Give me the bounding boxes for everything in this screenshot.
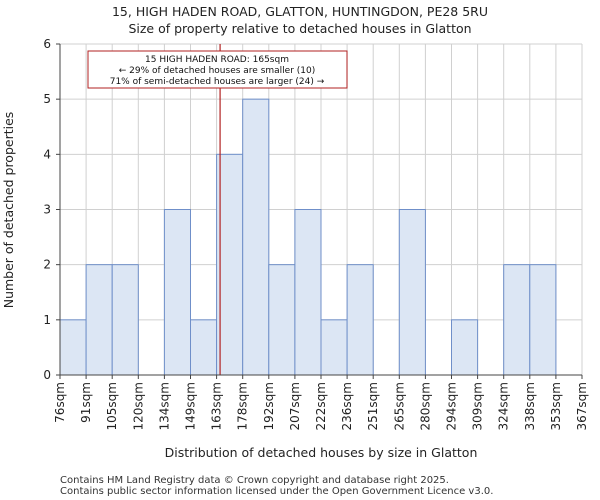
bar bbox=[398, 209, 426, 376]
y-tick-label: 5 bbox=[43, 92, 51, 106]
bar bbox=[268, 264, 296, 376]
x-tick-label: 149sqm bbox=[184, 382, 198, 430]
x-tick-label: 91sqm bbox=[79, 382, 93, 423]
x-axis-label: Distribution of detached houses by size … bbox=[165, 445, 478, 460]
x-tick-label: 76sqm bbox=[53, 382, 67, 423]
bar bbox=[111, 264, 139, 376]
chart-title: 15, HIGH HADEN ROAD, GLATTON, HUNTINGDON… bbox=[112, 4, 488, 19]
annotation-line-1: 15 HIGH HADEN ROAD: 165sqm bbox=[145, 55, 289, 65]
x-tick-label: 134sqm bbox=[157, 382, 171, 430]
x-tick-label: 324sqm bbox=[497, 382, 511, 430]
x-tick-label: 222sqm bbox=[314, 382, 328, 430]
x-tick-label: 251sqm bbox=[366, 382, 380, 430]
bar bbox=[503, 264, 531, 376]
bar bbox=[242, 98, 270, 376]
bar bbox=[451, 319, 479, 376]
x-tick-label: 353sqm bbox=[549, 382, 563, 430]
x-tick-label: 236sqm bbox=[340, 382, 354, 430]
bar bbox=[216, 153, 244, 376]
y-tick-label: 0 bbox=[43, 368, 51, 382]
bar bbox=[320, 319, 348, 376]
bar bbox=[59, 319, 87, 376]
footer-line-2: Contains public sector information licen… bbox=[60, 486, 493, 497]
annotation-box-frame bbox=[87, 50, 348, 89]
annotation-line-2: ← 29% of detached houses are smaller (10… bbox=[119, 66, 316, 76]
x-tick-label: 163sqm bbox=[210, 382, 224, 430]
x-tick-label: 178sqm bbox=[236, 382, 250, 430]
y-tick-label: 3 bbox=[43, 203, 51, 217]
bars bbox=[59, 98, 557, 376]
bar bbox=[163, 209, 191, 376]
y-tick-label: 2 bbox=[43, 258, 51, 272]
y-tick-labels: 0 1 2 3 4 5 6 bbox=[43, 37, 60, 382]
x-tick-label: 192sqm bbox=[262, 382, 276, 430]
x-tick-label: 265sqm bbox=[392, 382, 406, 430]
y-tick-label: 1 bbox=[43, 313, 51, 327]
x-tick-label: 120sqm bbox=[131, 382, 145, 430]
annotation-box: 15 HIGH HADEN ROAD: 165sqm ← 29% of deta… bbox=[87, 50, 348, 89]
y-axis-label: Number of detached properties bbox=[1, 112, 16, 309]
footer-line-1: Contains HM Land Registry data © Crown c… bbox=[60, 475, 449, 486]
x-tick-label: 280sqm bbox=[418, 382, 432, 430]
y-tick-label: 6 bbox=[43, 37, 51, 51]
bar bbox=[294, 209, 322, 376]
chart-subtitle: Size of property relative to detached ho… bbox=[128, 21, 471, 36]
x-tick-label: 338sqm bbox=[523, 382, 537, 430]
x-tick-label: 207sqm bbox=[288, 382, 302, 430]
bar bbox=[529, 264, 557, 376]
bar bbox=[346, 264, 374, 376]
bar bbox=[190, 319, 218, 376]
x-tick-label: 309sqm bbox=[471, 382, 485, 430]
annotation-line-3: 71% of semi-detached houses are larger (… bbox=[110, 77, 325, 87]
x-tick-label: 294sqm bbox=[445, 382, 459, 430]
x-tick-label: 105sqm bbox=[105, 382, 119, 430]
x-tick-label: 367sqm bbox=[575, 382, 589, 430]
bar bbox=[85, 264, 113, 376]
y-tick-label: 4 bbox=[43, 147, 51, 161]
x-tick-labels: 76sqm 91sqm 105sqm 120sqm 134sqm 149sqm 163sqm… bbox=[53, 375, 589, 430]
